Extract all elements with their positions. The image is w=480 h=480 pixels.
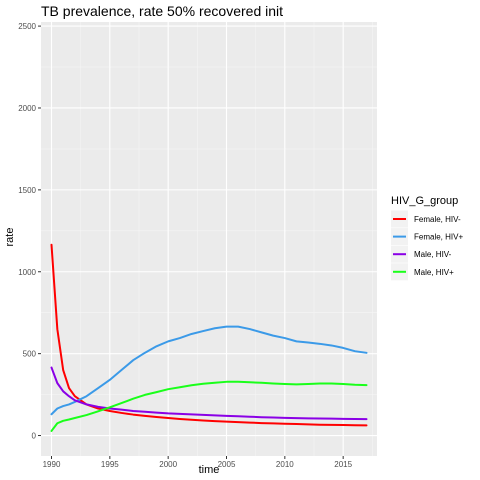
- legend-item-label: Female, HIV+: [414, 233, 463, 242]
- y-axis-ticks: 0 500 1000 1500 2000 2500: [18, 22, 41, 441]
- y-tick-label: 0: [32, 432, 37, 441]
- series-line-female-hiv: [50, 325, 368, 416]
- x-tick-label: 1990: [43, 460, 61, 469]
- series-lines: [50, 243, 368, 432]
- major-gridlines: [41, 22, 377, 456]
- y-tick-label: 1000: [18, 268, 36, 277]
- x-tick-label: 1995: [101, 460, 119, 469]
- x-axis-label: time: [199, 464, 220, 476]
- y-tick-label: 2000: [18, 104, 36, 113]
- x-tick-label: 2005: [218, 460, 236, 469]
- legend: HIV_G_group Female, HIV- Female, HIV+ Male…: [391, 195, 463, 281]
- x-axis-ticks: 1990 1995 2000 2005 2010 2015: [43, 456, 353, 469]
- chart-title: TB prevalence, rate 50% recovered init: [41, 3, 283, 19]
- minor-gridlines: [41, 22, 377, 456]
- x-tick-label: 2015: [334, 460, 352, 469]
- legend-item-label: Female, HIV-: [414, 215, 461, 224]
- y-tick-label: 500: [23, 350, 37, 359]
- series-line-male-hiv: [50, 366, 368, 421]
- legend-title: HIV_G_group: [391, 195, 458, 207]
- series-line-male-hiv: [50, 380, 368, 432]
- y-tick-label: 1500: [18, 186, 36, 195]
- y-tick-label: 2500: [18, 22, 36, 31]
- plot-panel: [41, 22, 377, 456]
- legend-item-label: Male, HIV-: [414, 250, 452, 259]
- x-tick-label: 2000: [159, 460, 177, 469]
- legend-item-label: Male, HIV+: [414, 268, 454, 277]
- y-axis-label: rate: [4, 228, 16, 247]
- x-tick-label: 2010: [276, 460, 294, 469]
